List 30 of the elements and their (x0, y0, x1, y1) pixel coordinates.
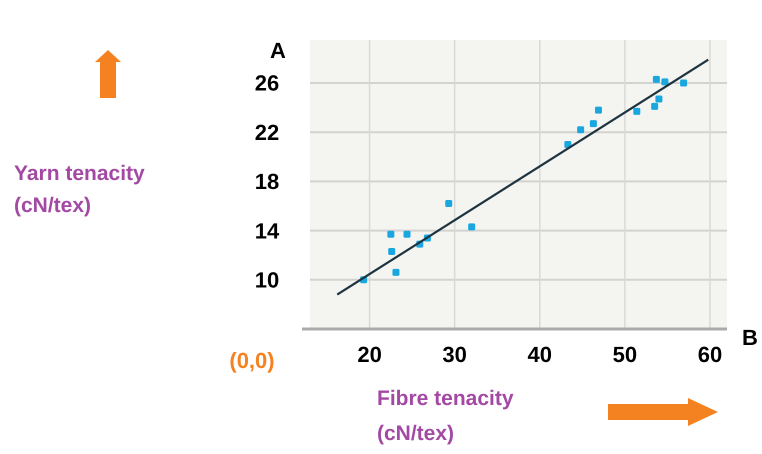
point (655, 96, 662, 103)
point (392, 268, 400, 276)
point (445, 200, 452, 208)
y-tick-label: 26 (254, 70, 280, 96)
text: A (270, 38, 286, 63)
point (661, 78, 668, 86)
point (651, 102, 658, 110)
point (468, 223, 476, 230)
point (594, 106, 602, 114)
point (590, 120, 597, 128)
x-tick-label: 20 (357, 342, 382, 367)
x-axis-title: Fibre tenacity (cN/tex) (377, 387, 514, 445)
point (387, 230, 394, 238)
x-tick-label: 50 (612, 342, 638, 367)
point (388, 248, 396, 256)
y-tick-label: 18 (254, 169, 280, 194)
text: B (742, 325, 758, 350)
y-tick-label: 14 (254, 218, 280, 244)
y-tick-label: 22 (254, 120, 280, 145)
point (577, 126, 584, 134)
x-tick-label: 40 (528, 342, 552, 367)
y-tick-label: 10 (254, 268, 280, 293)
x-tick-label: 30 (442, 342, 467, 367)
x-tick-label: 60 (698, 342, 722, 367)
point (633, 108, 640, 115)
text: (0,0) (229, 348, 275, 373)
point (404, 230, 411, 238)
point (680, 80, 688, 87)
point (652, 76, 660, 83)
text: Yarn tenacity (cN/tex) (14, 162, 146, 217)
